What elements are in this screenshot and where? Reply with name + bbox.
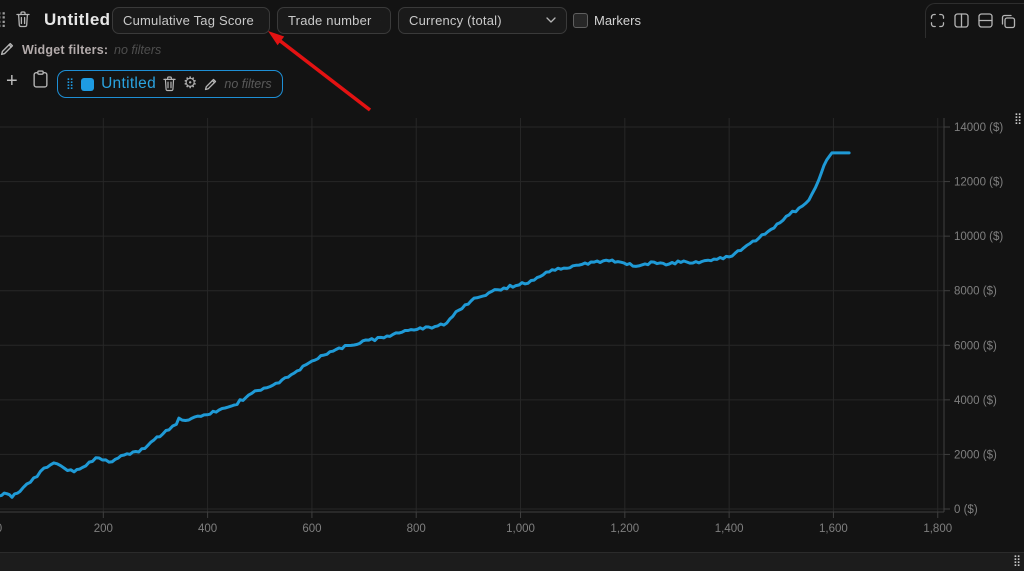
svg-text:1,200: 1,200 <box>610 523 639 535</box>
duplicate-icon <box>1001 14 1016 29</box>
window-controls-panel <box>925 3 1024 38</box>
series-color-swatch <box>81 77 95 91</box>
svg-text:1,800: 1,800 <box>923 523 952 535</box>
widget-tab-untitled[interactable]: ⣿ Untitled ⚙ no filters <box>57 70 283 98</box>
edit-widget-button[interactable] <box>204 78 217 91</box>
split-columns-button[interactable] <box>954 13 969 28</box>
pencil-icon <box>205 78 217 90</box>
add-widget-button[interactable]: + <box>6 71 18 91</box>
cumulative-score-chart[interactable]: 0 ($) 2000 ($) 4000 ($) 6000 ($) 8000 ($) 100… <box>0 111 1024 552</box>
delete-dashboard-button[interactable] <box>16 11 30 28</box>
paste-widget-button[interactable] <box>33 70 48 88</box>
svg-text:0: 0 <box>0 523 2 535</box>
fullscreen-button[interactable] <box>930 13 945 28</box>
trash-icon <box>16 11 30 28</box>
fullscreen-icon <box>930 13 945 28</box>
svg-text:8000 ($): 8000 ($) <box>954 286 997 298</box>
clipboard-icon <box>33 70 48 88</box>
edit-widget-filters-button[interactable] <box>0 42 14 56</box>
dashboard-title[interactable]: Untitled <box>44 10 111 29</box>
widget-tab-filters-text: no filters <box>224 77 272 91</box>
trash-icon <box>163 76 176 92</box>
metric-dropdown[interactable]: Cumulative Tag Score <box>112 7 270 34</box>
widget-settings-button[interactable]: ⚙ <box>183 76 197 92</box>
svg-text:0 ($): 0 ($) <box>954 504 978 516</box>
svg-text:6000 ($): 6000 ($) <box>954 340 997 352</box>
split-rows-button[interactable] <box>978 13 993 28</box>
svg-text:10000 ($): 10000 ($) <box>954 231 1003 243</box>
pencil-icon <box>0 42 14 56</box>
resize-grip-icon[interactable]: ⣿ <box>1013 555 1022 567</box>
plus-icon: + <box>6 70 18 92</box>
bottom-strip <box>0 552 1024 571</box>
currency-dropdown-value: Currency (total) <box>409 13 502 28</box>
delete-widget-button[interactable] <box>163 76 176 92</box>
svg-text:1,600: 1,600 <box>819 523 848 535</box>
gear-icon: ⚙ <box>183 75 198 92</box>
markers-checkbox-label: Markers <box>594 13 641 28</box>
widget-tab-row: + ⣿ Untitled ⚙ no filters <box>0 66 1024 102</box>
currency-dropdown[interactable]: Currency (total) <box>398 7 567 34</box>
svg-text:2000 ($): 2000 ($) <box>954 449 997 461</box>
split-columns-icon <box>954 13 969 28</box>
svg-text:4000 ($): 4000 ($) <box>954 395 997 407</box>
widget-drag-handle-icon[interactable]: ⣿ <box>66 77 75 90</box>
metric-dropdown-value: Cumulative Tag Score <box>123 13 254 28</box>
svg-text:600: 600 <box>302 523 321 535</box>
svg-text:400: 400 <box>198 523 217 535</box>
duplicate-button[interactable] <box>1000 13 1016 29</box>
svg-text:800: 800 <box>407 523 426 535</box>
widget-filters-label: Widget filters: <box>22 43 109 57</box>
svg-text:12000 ($): 12000 ($) <box>954 177 1003 189</box>
svg-text:14000 ($): 14000 ($) <box>954 122 1003 134</box>
dashboard-drag-handle-icon[interactable]: ⣿ <box>0 11 7 28</box>
widget-filters-row: Widget filters: no filters <box>0 40 1024 62</box>
svg-text:200: 200 <box>94 523 113 535</box>
x-axis-dropdown-value: Trade number <box>288 13 372 28</box>
toolbar: ⣿ Untitled Cumulative Tag Score Trade nu… <box>0 0 1024 40</box>
chart-drag-grip-icon[interactable]: ⣿ <box>1014 113 1023 125</box>
widget-tab-title: Untitled <box>101 75 157 92</box>
markers-checkbox[interactable] <box>573 13 588 28</box>
svg-text:1,000: 1,000 <box>506 523 535 535</box>
chevron-down-icon <box>546 17 556 23</box>
widget-filters-value: no filters <box>114 43 162 57</box>
svg-text:1,400: 1,400 <box>715 523 744 535</box>
x-axis-dropdown[interactable]: Trade number <box>277 7 391 34</box>
split-rows-icon <box>978 13 993 28</box>
